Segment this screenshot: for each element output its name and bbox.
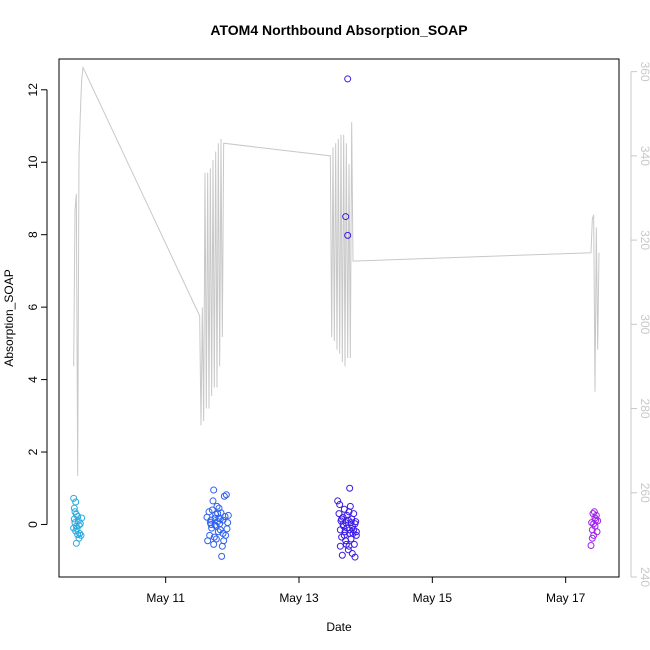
- data-point: [70, 494, 78, 502]
- data-point: [346, 502, 354, 510]
- data-point: [351, 553, 359, 561]
- y2-tick-label: 280: [638, 399, 650, 419]
- data-point: [205, 508, 213, 516]
- data-point: [335, 510, 343, 518]
- x-axis-label: Date: [326, 620, 352, 634]
- data-point: [593, 528, 601, 536]
- data-point: [72, 539, 80, 547]
- data-point: [342, 213, 350, 221]
- data-point: [589, 510, 597, 518]
- data-point: [345, 542, 353, 550]
- data-point: [341, 528, 349, 536]
- data-point: [212, 535, 220, 543]
- data-point: [352, 531, 360, 539]
- x-tick-label: May 15: [413, 591, 453, 605]
- data-point: [77, 531, 85, 539]
- data-point: [215, 514, 223, 522]
- data-point: [220, 492, 228, 500]
- y-tick-label: 0: [26, 521, 40, 528]
- data-point: [587, 541, 595, 549]
- x-tick-label: May 13: [279, 591, 319, 605]
- y-tick-label: 4: [26, 376, 40, 383]
- data-point: [224, 519, 232, 527]
- data-point: [350, 510, 358, 518]
- data-point: [349, 530, 357, 538]
- data-point: [210, 533, 218, 541]
- data-point: [344, 516, 352, 524]
- y2-tick-label: 260: [638, 483, 650, 503]
- data-point: [344, 231, 352, 239]
- data-point: [219, 530, 227, 538]
- data-point: [207, 516, 215, 524]
- data-point: [336, 501, 344, 509]
- y-tick-label: 6: [26, 303, 40, 310]
- y-tick-label: 10: [26, 155, 40, 169]
- data-point: [210, 540, 218, 548]
- secondary-line: [73, 65, 600, 476]
- data-point: [207, 520, 215, 528]
- x-tick-label: May 17: [546, 591, 586, 605]
- data-point: [344, 546, 352, 554]
- data-point: [214, 510, 222, 518]
- chart-title: ATOM4 Northbound Absorption_SOAP: [210, 22, 467, 38]
- data-point: [344, 75, 352, 83]
- y-axis-right: 240 260 280 300 320 340 360: [630, 62, 650, 587]
- data-point: [75, 521, 83, 529]
- y2-tick-label: 320: [638, 230, 650, 250]
- y2-tick-label: 240: [638, 567, 650, 587]
- data-point: [338, 515, 346, 523]
- x-tick-label: May 11: [146, 591, 185, 605]
- data-point: [70, 524, 78, 532]
- data-point: [76, 530, 84, 538]
- data-point: [346, 530, 354, 538]
- data-point: [214, 528, 222, 536]
- y-tick-label: 12: [26, 83, 40, 97]
- data-point: [334, 497, 342, 505]
- x-axis: May 11 May 13 May 15 May 17: [146, 576, 586, 605]
- data-point: [206, 531, 214, 539]
- data-point: [222, 491, 230, 499]
- data-point: [339, 513, 347, 521]
- data-point: [211, 521, 219, 529]
- data-point: [346, 484, 354, 492]
- data-point: [74, 513, 82, 521]
- y2-tick-label: 300: [638, 314, 650, 334]
- y-axis-left: 0 2 4 6 8 10 12: [26, 83, 48, 528]
- data-points-layer: [70, 75, 602, 561]
- data-point: [338, 551, 346, 559]
- data-point: [224, 511, 232, 519]
- y-tick-label: 2: [26, 448, 40, 455]
- data-point: [209, 497, 217, 505]
- y-axis-label: Absorption_SOAP: [2, 269, 16, 366]
- data-point: [588, 534, 596, 542]
- data-point: [216, 515, 224, 523]
- data-point: [352, 528, 360, 536]
- data-point: [78, 514, 86, 522]
- data-point: [343, 511, 351, 519]
- data-point: [590, 520, 598, 528]
- data-point: [208, 506, 216, 514]
- data-point: [336, 526, 344, 534]
- data-point: [72, 498, 80, 506]
- y2-tick-label: 340: [638, 146, 650, 166]
- data-point: [336, 542, 344, 550]
- secondary-line-layer: [73, 65, 600, 476]
- data-point: [210, 486, 218, 494]
- data-point: [213, 502, 221, 510]
- data-point: [342, 537, 350, 545]
- data-point: [351, 520, 359, 528]
- data-point: [218, 552, 226, 560]
- y-tick-label: 8: [26, 231, 40, 238]
- y2-tick-label: 360: [638, 62, 650, 82]
